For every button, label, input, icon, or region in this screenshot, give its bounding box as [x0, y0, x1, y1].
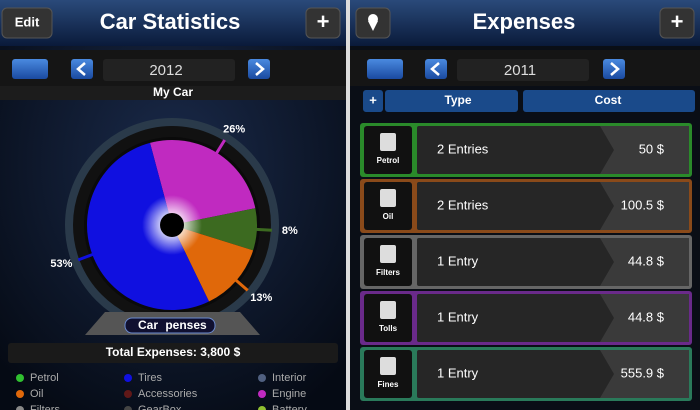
- type-text: 2 Entries: [437, 141, 489, 156]
- logo-text: penses: [165, 318, 207, 332]
- label-leader: [77, 251, 98, 262]
- legend-dot: [124, 374, 132, 382]
- prev-button[interactable]: [71, 59, 93, 79]
- calendar-button[interactable]: [12, 59, 48, 79]
- year: 2011: [504, 62, 536, 79]
- add-button[interactable]: [305, 7, 341, 39]
- logo: [124, 317, 216, 334]
- logo-text: Car: [138, 318, 158, 332]
- year-field: [457, 59, 589, 81]
- slice-label: 53%: [50, 258, 72, 270]
- cost-text: 100.5 $: [621, 197, 665, 212]
- legend-label: GearBox: [138, 404, 182, 410]
- car-bar: [0, 86, 346, 100]
- pie-slice: [172, 208, 257, 251]
- total-bar: [8, 343, 338, 363]
- next-button[interactable]: [248, 59, 270, 79]
- cost-text: 44.8 $: [628, 309, 665, 324]
- type-column-header[interactable]: [385, 90, 518, 112]
- calendar-button[interactable]: [367, 59, 403, 79]
- type-text: 1 Entry: [437, 309, 479, 324]
- icon-label: Tolls: [379, 324, 398, 333]
- pie: 26% 8% 13% 53%: [50, 124, 298, 310]
- divider: [346, 0, 350, 410]
- add-button[interactable]: [659, 7, 695, 39]
- legend-dot: [124, 406, 132, 410]
- slice-label: 13%: [250, 292, 272, 304]
- legend-dot: [16, 374, 24, 382]
- icon-glyph: [380, 357, 396, 375]
- cost-text: 555.9 $: [621, 365, 665, 380]
- car-name: My Car: [153, 85, 193, 99]
- year: 2012: [149, 62, 182, 79]
- legend-dot: [124, 390, 132, 398]
- legend-dot: [16, 406, 24, 410]
- add-label: +: [671, 9, 684, 34]
- add-entry-button[interactable]: [363, 90, 383, 112]
- type-text: 1 Entry: [437, 365, 479, 380]
- icon-label: Petrol: [377, 156, 400, 165]
- cost-cell: [600, 126, 689, 174]
- edit-label: Edit: [15, 14, 40, 29]
- title: Car Statistics: [100, 9, 241, 34]
- edit-button[interactable]: [1, 7, 53, 39]
- column-header: Type: [444, 93, 471, 107]
- cost-cell: [600, 350, 689, 398]
- year-field: [103, 59, 235, 81]
- cost-column-header[interactable]: [523, 90, 695, 112]
- right-screen: Expenses + 2011 + Type Cost Petrol 2 Entr…: [350, 0, 700, 410]
- legend-label: Petrol: [30, 372, 59, 384]
- header-bar: [0, 0, 346, 46]
- cost-cell: [600, 238, 689, 286]
- hub: [160, 213, 184, 237]
- legend-dot: [16, 390, 24, 398]
- legend-label: Tires: [138, 372, 163, 384]
- type-text: 1 Entry: [437, 253, 479, 268]
- legend-label: Battery: [272, 404, 307, 410]
- left-screen: Edit Car Statistics + 2012 My Car 26% 8% 1…: [0, 0, 346, 410]
- cost-text: 44.8 $: [628, 253, 665, 268]
- legend-dot: [258, 390, 266, 398]
- icon-label: Oil: [383, 212, 394, 221]
- icon-glyph: [380, 189, 396, 207]
- legend-label: Accessories: [138, 388, 198, 400]
- icon-label: Fines: [378, 380, 399, 389]
- title: Expenses: [473, 9, 576, 34]
- type-text: 2 Entries: [437, 197, 489, 212]
- prev-button[interactable]: [425, 59, 447, 79]
- icon-glyph: [380, 133, 396, 151]
- icon-glyph: [380, 301, 396, 319]
- legend-label: Interior: [272, 372, 307, 384]
- legend-label: Engine: [272, 388, 306, 400]
- label-leader: [251, 227, 272, 232]
- slice-label: 26%: [223, 124, 245, 136]
- cost-cell: [600, 294, 689, 342]
- column-header: Cost: [595, 93, 622, 107]
- cost-text: 50 $: [639, 141, 665, 156]
- slice-label: 8%: [282, 225, 298, 237]
- expense-table: Petrol 2 Entries 50 $ Oil 2 Entries 100.5 $ Fi…: [360, 123, 692, 401]
- cost-cell: [600, 182, 689, 230]
- legend: Petrol Tires Interior Oil Accessories Engine F…: [16, 372, 307, 410]
- legend-dot: [258, 374, 266, 382]
- next-button[interactable]: [603, 59, 625, 79]
- legend-label: Filters: [30, 404, 60, 410]
- icon-glyph: [380, 245, 396, 263]
- total: Total Expenses: 3,800 $: [106, 345, 241, 359]
- legend-label: Oil: [30, 388, 43, 400]
- icon-label: Filters: [376, 268, 401, 277]
- header-bar: [350, 0, 700, 46]
- label-leader: [212, 139, 226, 158]
- add-label: +: [317, 9, 330, 34]
- legend-dot: [258, 406, 266, 410]
- add-entry-label: +: [369, 92, 377, 107]
- label-leader: [231, 276, 249, 292]
